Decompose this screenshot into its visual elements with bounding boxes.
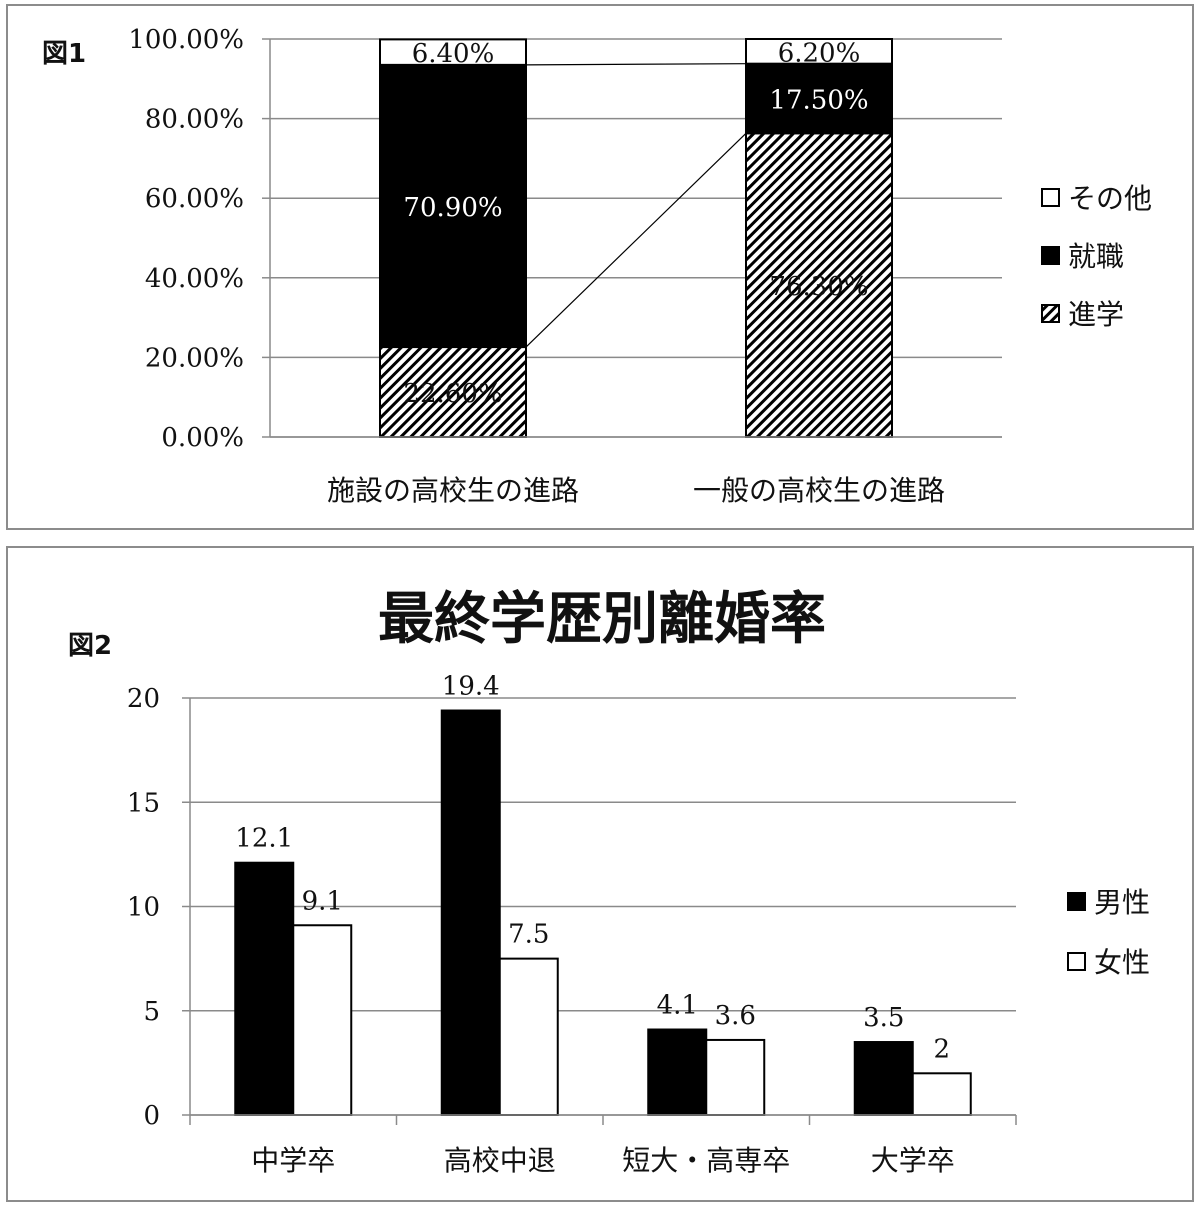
y-tick-label: 0.00% [161,423,244,453]
bar-segment-sonota [745,38,893,65]
figure2-chart: 最終学歴別離婚率 図2 12.1 9.1 19.4 7.5 4.1 3.6 3.5 2 0 5 1… [68,587,1150,1177]
data-label: 6.20% [778,38,861,68]
series-connector-line [525,132,747,348]
data-label: 19.4 [442,672,500,702]
legend-label: 進学 [1068,298,1124,331]
legend-swatch [1041,188,1060,207]
data-label: 9.1 [302,886,343,916]
figure1-panel: 図1 22.60% 70.90% 6.40% 76.30% 17.50% 6.20% 0.… [6,4,1194,530]
y-tick-label: 20 [127,684,160,714]
x-category-label: 中学卒 [251,1144,335,1177]
figure2-panel: 最終学歴別離婚率 図2 12.1 9.1 19.4 7.5 4.1 3.6 3.5 2 0 5 1… [6,546,1194,1202]
y-tick-label: 60.00% [145,184,244,214]
y-tick-label: 0 [143,1101,160,1131]
data-label: 76.30% [769,272,868,302]
bar-segment-shushoku [379,63,527,349]
bar-male [853,1041,914,1116]
x-category-label: 施設の高校生の進路 [327,474,579,507]
data-label: 22.60% [403,379,502,409]
data-label: 3.6 [715,1001,756,1031]
y-tick-label: 5 [143,997,160,1027]
data-label: 6.40% [412,39,495,69]
bar-segment-shushoku [745,62,893,135]
bar-female [705,1038,766,1116]
data-label: 17.50% [769,86,868,116]
legend-swatch [1067,892,1086,911]
bar-female [292,924,353,1117]
data-label: 12.1 [235,824,293,854]
y-tick-label: 40.00% [145,264,244,294]
y-tick-label: 20.00% [145,343,244,373]
x-category-label: 短大・高専卒 [622,1144,790,1177]
data-label: 7.5 [508,920,549,950]
data-label: 3.5 [863,1003,904,1033]
y-tick-label: 80.00% [145,105,244,135]
bar-male [234,861,295,1116]
x-category-label: 一般の高校生の進路 [693,474,945,507]
legend-swatch [1067,952,1086,971]
legend-label: 男性 [1094,886,1150,919]
data-label: 4.1 [657,991,698,1021]
legend-swatch [1041,246,1060,265]
legend-label: その他 [1068,182,1152,215]
chart-title: 最終学歴別離婚率 [378,587,826,652]
x-category-label: 大学卒 [871,1144,955,1177]
x-category-label: 高校中退 [444,1144,556,1177]
bar-segment-sonota [379,38,527,66]
bar-male [440,709,501,1116]
figure2-label: 図2 [68,631,112,661]
y-tick-label: 10 [127,893,160,923]
figure1-chart: 図1 22.60% 70.90% 6.40% 76.30% 17.50% 6.20% 0.… [42,25,1152,507]
bar-female [498,957,559,1116]
bar-male [647,1028,708,1117]
legend-label: 就職 [1068,240,1124,273]
bar-female [911,1072,972,1116]
y-tick-label: 15 [127,788,160,818]
figure1-label: 図1 [42,39,86,69]
data-label: 2 [933,1034,950,1064]
series-connector-line [525,63,747,66]
data-label: 70.90% [403,193,502,223]
legend-label: 女性 [1094,946,1150,979]
legend-swatch [1041,304,1060,323]
y-tick-label: 100.00% [128,25,244,55]
